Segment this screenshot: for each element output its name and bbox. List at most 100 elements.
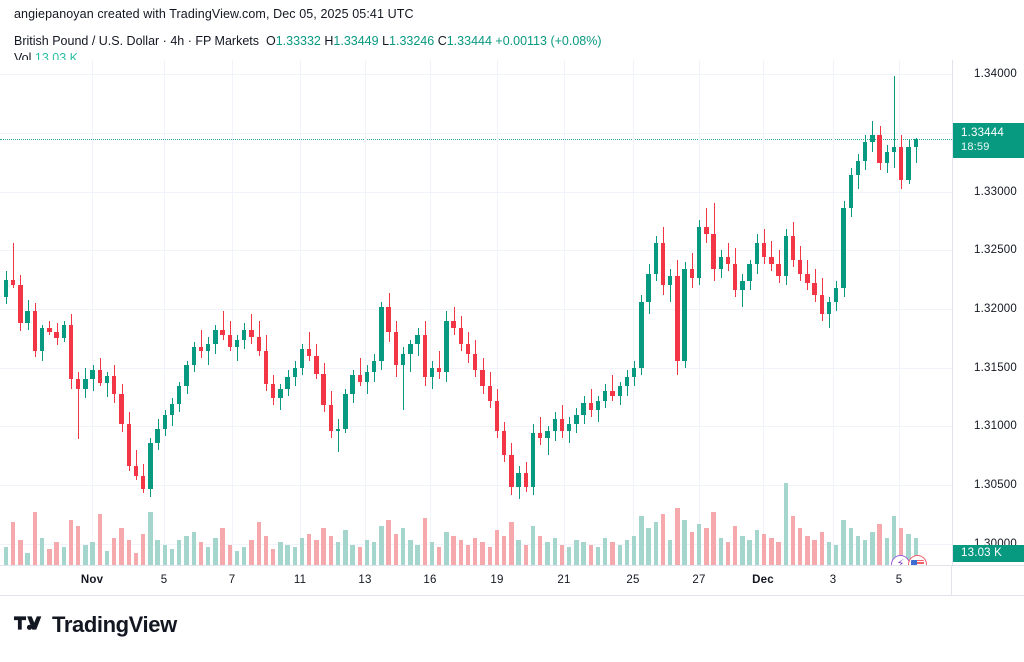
volume-bar	[668, 540, 673, 565]
ohlc-close-label: C	[437, 34, 447, 48]
current-price-line	[0, 139, 952, 141]
volume-bar	[826, 542, 832, 565]
candle-body	[61, 325, 66, 339]
price-gridline	[0, 426, 952, 428]
candle-body	[913, 139, 918, 147]
candle-body	[675, 276, 680, 361]
candle-body	[263, 351, 269, 385]
volume-bar	[400, 528, 406, 565]
candle-body	[588, 402, 593, 410]
candle-body	[624, 377, 630, 387]
candle-body	[112, 375, 117, 394]
time-gridline	[365, 60, 366, 565]
candle-wick	[359, 358, 361, 387]
volume-bar	[754, 530, 760, 565]
volume-bar	[884, 538, 890, 565]
volume-bar	[444, 532, 449, 565]
volume-bar	[285, 544, 290, 565]
candle-body	[350, 374, 355, 394]
volume-bar	[234, 550, 240, 565]
volume-bar	[646, 528, 651, 565]
candle-wick	[403, 346, 405, 410]
volume-bar	[227, 544, 232, 565]
volume-axis-badge[interactable]: 13.03 K	[953, 545, 1024, 562]
candle-wick	[107, 372, 109, 398]
legend-interval[interactable]: 4h	[170, 34, 185, 48]
candle-body	[834, 287, 839, 302]
time-gridline	[633, 60, 634, 565]
candle-body	[227, 334, 232, 347]
volume-bar	[451, 536, 456, 565]
candle-body	[855, 161, 861, 176]
volume-bar	[379, 526, 384, 565]
volume-bar	[112, 538, 117, 565]
volume-bar	[718, 538, 723, 565]
candle-body	[530, 433, 536, 488]
time-gridline	[763, 60, 764, 565]
candle-body	[610, 391, 615, 396]
time-axis-tick: 21	[557, 574, 571, 586]
volume-bar	[761, 534, 767, 565]
time-axis-tick: 11	[293, 574, 307, 586]
candle-body	[372, 360, 377, 373]
price-gridline	[0, 74, 952, 76]
time-gridline	[300, 60, 301, 565]
price-axis-tick: 1.34000	[974, 68, 1017, 81]
volume-bar	[162, 544, 168, 565]
time-axis[interactable]: Nov 5 7 11 13 16 19 21 25 27 Dec 3 5	[0, 565, 1024, 596]
volume-bar	[393, 534, 399, 565]
volume-bar	[855, 536, 861, 565]
volume-bar	[104, 550, 110, 565]
candle-body	[819, 294, 825, 314]
volume-bar	[242, 546, 247, 565]
candle-wick	[410, 339, 412, 373]
candle-body	[870, 135, 875, 143]
volume-bar	[675, 507, 680, 565]
legend-separator-2: ·	[184, 34, 196, 48]
candle-body	[451, 320, 456, 328]
volume-bar	[68, 519, 74, 565]
volume-bar	[819, 532, 825, 565]
legend-exchange: FP Markets	[195, 34, 259, 48]
time-axis-tick: 27	[692, 574, 706, 586]
candle-body	[733, 264, 738, 291]
candle-body	[169, 404, 175, 415]
current-price-badge[interactable]: 1.33444 18:59	[953, 123, 1024, 159]
candle-body	[841, 207, 846, 288]
time-axis-tick: 5	[895, 574, 903, 586]
candle-body	[884, 151, 890, 164]
volume-bar	[769, 538, 774, 565]
volume-bar	[862, 540, 868, 565]
volume-bar	[61, 546, 66, 565]
candle-body	[184, 365, 189, 387]
price-axis[interactable]: 1.340001.335001.330001.325001.320001.315…	[952, 60, 1024, 565]
volume-bar	[733, 526, 738, 565]
volume-bar	[350, 544, 355, 565]
candle-body	[725, 257, 731, 265]
candle-body	[90, 370, 95, 380]
candle-body	[581, 402, 586, 415]
legend-symbol[interactable]: British Pound / U.S. Dollar	[14, 34, 160, 48]
candle-body	[162, 414, 168, 429]
candle-body	[307, 348, 312, 356]
ohlc-change-percent: (+0.08%)	[550, 34, 602, 48]
volume-bar	[97, 513, 103, 565]
candle-body	[104, 375, 110, 383]
candle-body	[660, 243, 666, 286]
volume-bar	[523, 544, 529, 565]
tradingview-logo[interactable]: TradingView	[14, 612, 177, 638]
volume-bar	[516, 540, 521, 565]
candle-body	[668, 276, 673, 286]
candle-body	[603, 391, 608, 401]
candle-body	[783, 236, 788, 277]
candle-body	[270, 384, 276, 399]
ohlc-low-value: 1.33246	[389, 34, 435, 48]
candle-body	[761, 243, 767, 258]
candle-body	[126, 424, 131, 467]
candle-body	[812, 283, 817, 295]
candle-body	[776, 264, 781, 277]
volume-bar	[76, 526, 81, 565]
candle-body	[798, 259, 803, 274]
volume-bar	[263, 536, 269, 565]
chart-pane[interactable]	[0, 60, 952, 565]
